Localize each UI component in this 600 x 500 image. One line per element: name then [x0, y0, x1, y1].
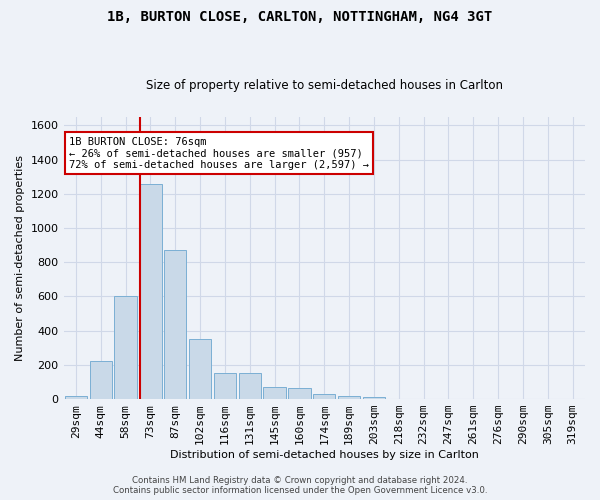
Bar	[363, 396, 385, 399]
Bar	[89, 362, 112, 399]
Bar	[65, 396, 87, 399]
Bar	[139, 184, 161, 399]
Title: Size of property relative to semi-detached houses in Carlton: Size of property relative to semi-detach…	[146, 79, 503, 92]
Y-axis label: Number of semi-detached properties: Number of semi-detached properties	[15, 155, 25, 361]
X-axis label: Distribution of semi-detached houses by size in Carlton: Distribution of semi-detached houses by …	[170, 450, 479, 460]
Bar	[214, 372, 236, 399]
Bar	[189, 339, 211, 399]
Bar	[263, 387, 286, 399]
Bar	[164, 250, 187, 399]
Text: 1B, BURTON CLOSE, CARLTON, NOTTINGHAM, NG4 3GT: 1B, BURTON CLOSE, CARLTON, NOTTINGHAM, N…	[107, 10, 493, 24]
Bar	[288, 388, 311, 399]
Text: Contains HM Land Registry data © Crown copyright and database right 2024.
Contai: Contains HM Land Registry data © Crown c…	[113, 476, 487, 495]
Bar	[239, 372, 261, 399]
Bar	[313, 394, 335, 399]
Bar	[115, 296, 137, 399]
Bar	[338, 396, 360, 399]
Text: 1B BURTON CLOSE: 76sqm
← 26% of semi-detached houses are smaller (957)
72% of se: 1B BURTON CLOSE: 76sqm ← 26% of semi-det…	[69, 136, 369, 170]
